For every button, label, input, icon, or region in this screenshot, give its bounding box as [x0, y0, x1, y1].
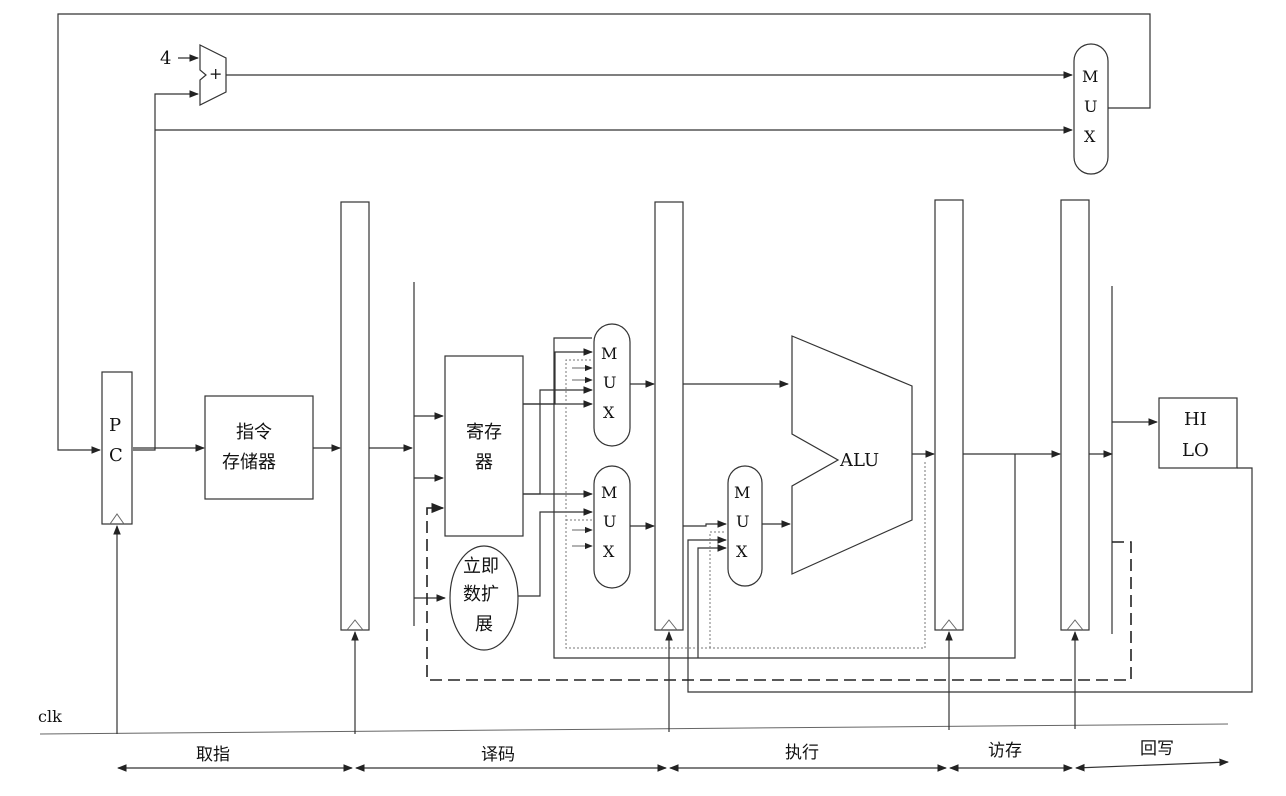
pipeline-register-if-id — [340, 201, 370, 631]
decode-mux-b-x: X — [603, 542, 615, 561]
register-file: 寄存 器 — [444, 355, 524, 537]
pc-adder-path — [133, 54, 1073, 451]
stage-label-writeback: 回写 — [1140, 739, 1174, 759]
forwarding-ex-dotted — [565, 359, 926, 649]
pc-feedback-loop — [57, 13, 1151, 454]
branch-mux: M U X — [1073, 43, 1109, 175]
hilo-line2: LO — [1182, 440, 1209, 461]
memory-writeback-wiring — [963, 286, 1158, 634]
imm-line3: 展 — [475, 614, 493, 635]
execute-mux-u: U — [736, 512, 749, 531]
branch-mux-u: U — [1084, 97, 1097, 116]
branch-mux-x: X — [1084, 127, 1096, 146]
instr-mem-line2: 存储器 — [222, 452, 276, 473]
execute-mux-m: M — [734, 483, 750, 502]
immediate-extend: 立即 数扩 展 — [449, 545, 519, 651]
instruction-memory: 指令 存储器 — [133, 395, 341, 500]
const-four-label: 4 — [160, 48, 171, 69]
stage-label-fetch: 取指 — [196, 745, 230, 765]
alu-label: ALU — [839, 450, 879, 471]
hilo-line1: HI — [1184, 409, 1207, 430]
imm-line2: 数扩 — [463, 584, 499, 605]
adder-plus-label: + — [209, 64, 222, 83]
pc-adder — [199, 44, 227, 106]
forwarding-mem-to-ex — [553, 337, 1016, 659]
regfile-line2: 器 — [475, 452, 493, 473]
stage-timeline: 取指 译码 执行 访存 回写 — [117, 739, 1229, 772]
alu: ALU — [791, 335, 935, 575]
decode-mux-b: M U X — [593, 465, 631, 589]
instr-mem-line1: 指令 — [236, 422, 272, 443]
decode-mux-b-m: M — [601, 483, 617, 502]
execute-wiring — [683, 380, 791, 528]
branch-mux-m: M — [1082, 67, 1098, 86]
regfile-to-mux-wiring — [518, 348, 593, 597]
decode-wiring — [369, 282, 446, 626]
stage-label-execute: 执行 — [785, 743, 819, 763]
forwarding-hilo — [687, 467, 1253, 693]
stage-label-memory: 访存 — [988, 741, 1022, 761]
clock-wiring — [39, 525, 1229, 735]
decode-mux-a-x: X — [603, 403, 615, 422]
decode-mux-a-m: M — [601, 344, 617, 363]
mux-to-idex-wiring — [630, 380, 655, 530]
decode-mux-a: M U X — [593, 323, 631, 447]
decode-mux-b-u: U — [603, 512, 616, 531]
clk-label: clk — [38, 707, 62, 726]
pipeline-register-id-ex — [654, 201, 684, 631]
hilo-register: HI LO — [1158, 397, 1238, 469]
regfile-line1: 寄存 — [466, 422, 502, 443]
stage-label-decode: 译码 — [481, 745, 515, 765]
pipeline-register-mem-wb — [1060, 199, 1090, 631]
pc-label-bottom: C — [109, 445, 123, 466]
execute-mux: M U X — [727, 465, 763, 587]
decode-mux-a-u: U — [603, 373, 616, 392]
execute-mux-x: X — [736, 542, 748, 561]
writeback-dashed — [426, 502, 1132, 681]
pc-register: P C — [101, 371, 133, 525]
imm-line1: 立即 — [463, 556, 499, 577]
pipeline-register-ex-mem — [934, 199, 964, 631]
pc-label-top: P — [109, 415, 121, 436]
